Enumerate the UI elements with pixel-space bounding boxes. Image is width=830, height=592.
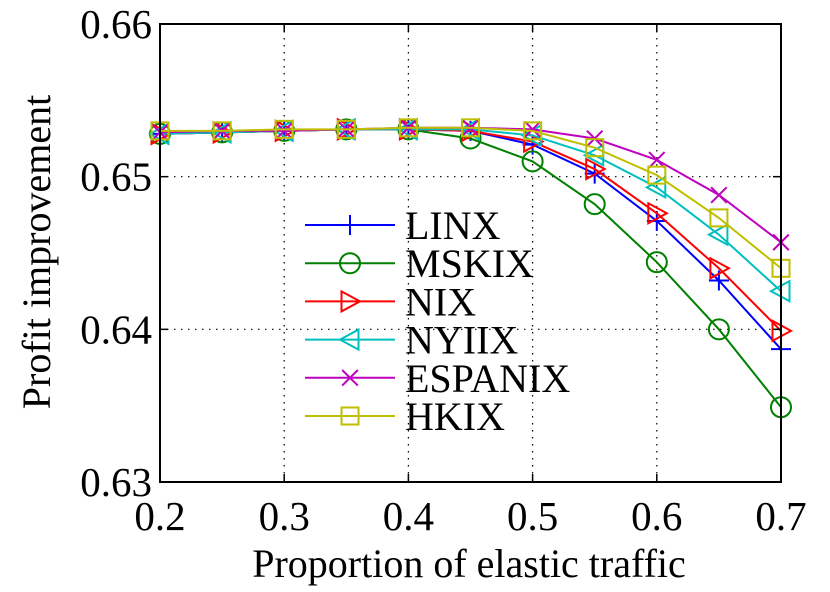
- data-point-nix: [709, 256, 732, 280]
- y-tick-label: 0.64: [80, 306, 152, 352]
- data-point-espanix: [648, 151, 666, 169]
- legend-item-mskix: MSKIX: [305, 241, 534, 286]
- legend-marker-mskix: [339, 252, 361, 275]
- data-point-hkix: [647, 165, 667, 185]
- y-tick-label: 0.65: [80, 154, 152, 200]
- data-point-hkix: [585, 138, 605, 158]
- data-point-hkix: [212, 121, 232, 141]
- legend-label-mskix: MSKIX: [405, 241, 534, 286]
- data-point-mskix: [707, 318, 730, 341]
- y-tick-label: 0.63: [80, 459, 152, 505]
- data-point-mskix: [583, 193, 606, 216]
- legend-marker-nix: [340, 289, 363, 314]
- data-point-nyiix: [644, 175, 667, 200]
- x-tick-label: 0.3: [259, 493, 310, 539]
- data-point-nix: [647, 201, 669, 225]
- data-point-hkix: [398, 118, 418, 138]
- y-axis-title: Profit improvement: [14, 95, 59, 409]
- legend-item-nyiix: NYIIX: [305, 318, 518, 363]
- data-point-nyiix: [706, 223, 729, 247]
- data-point-espanix: [275, 122, 293, 140]
- data-point-hkix: [523, 121, 543, 141]
- x-tick-label: 0.7: [755, 493, 806, 539]
- y-tick-label: 0.66: [80, 1, 152, 47]
- plot-frame: [159, 23, 782, 483]
- data-point-hkix: [274, 119, 294, 139]
- data-point-mskix: [521, 150, 544, 173]
- legend-item-linx: LINX: [305, 203, 501, 248]
- data-point-espanix: [524, 120, 542, 138]
- legend-marker-hkix: [340, 406, 360, 426]
- x-tick-label: 0.6: [631, 493, 682, 539]
- legend-marker-espanix: [341, 369, 359, 387]
- x-tick-label: 0.4: [383, 493, 434, 539]
- data-point-hkix: [709, 208, 729, 228]
- legend-item-espanix: ESPANIX: [305, 356, 570, 401]
- data-point-nix: [585, 157, 607, 181]
- data-point-hkix: [461, 118, 480, 138]
- legend-label-nix: NIX: [405, 279, 476, 324]
- legend-label-linx: LINX: [405, 203, 501, 248]
- series-line-hkix: [160, 126, 782, 270]
- x-tick-label: 0.2: [134, 493, 185, 539]
- legend-item-hkix: HKIX: [305, 394, 505, 439]
- legend-label-espanix: ESPANIX: [405, 356, 570, 401]
- legend-label-hkix: HKIX: [405, 394, 505, 439]
- legend-marker-nyiix: [337, 327, 360, 352]
- legend-item-nix: NIX: [305, 279, 476, 324]
- data-point-mskix: [645, 251, 668, 274]
- legend-label-nyiix: NYIIX: [405, 318, 518, 363]
- legend-marker-linx: [340, 215, 360, 235]
- axes-layer: 0.2 0.3 0.4 0.5 0.6 0.7 0.63 0.64 0.65 0.66: [80, 1, 806, 539]
- data-point-espanix: [710, 186, 728, 204]
- x-axis-title: Proportion of elastic traffic: [252, 541, 686, 586]
- data-point-hkix: [336, 119, 356, 139]
- x-tick-label: 0.5: [507, 493, 558, 539]
